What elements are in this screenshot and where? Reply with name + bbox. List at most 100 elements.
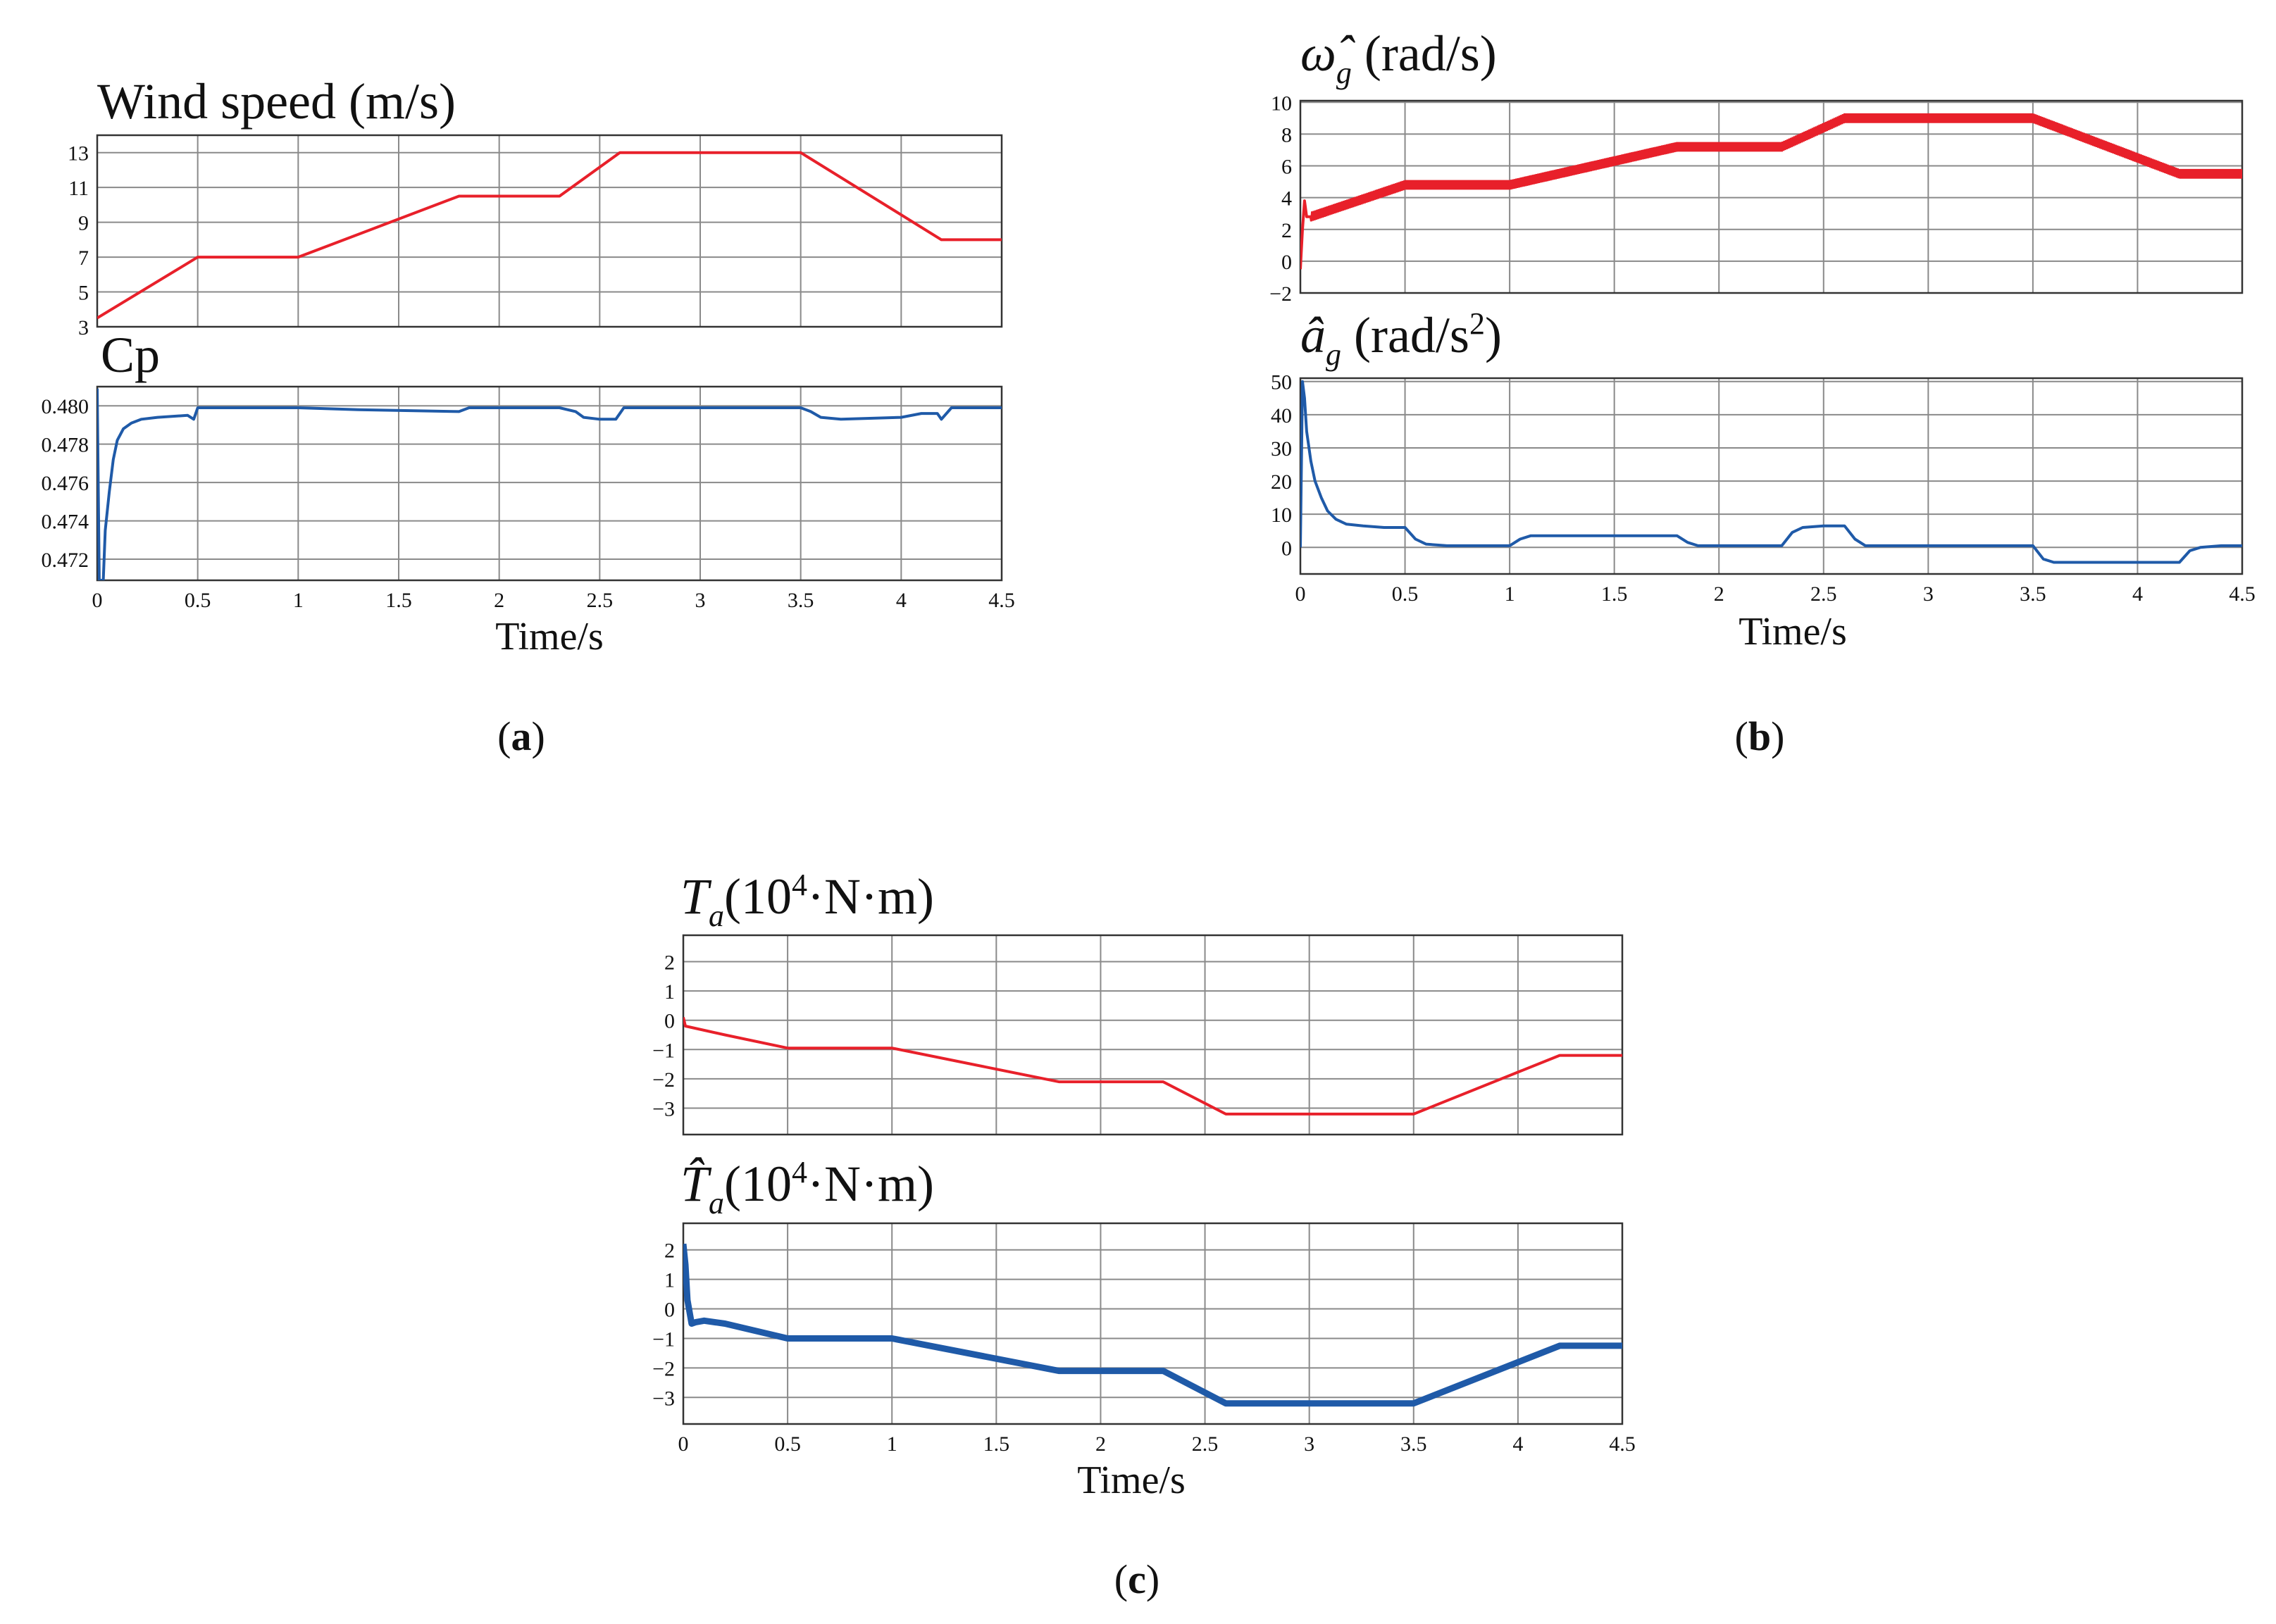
panel-a-xlabel: Time/s — [495, 615, 604, 658]
y-tick-label: −3 — [652, 1098, 675, 1121]
y-tick-label: 0 — [664, 1299, 675, 1322]
title-symbol: T̂ — [680, 1156, 712, 1212]
y-tick-label: 9 — [78, 212, 89, 235]
y-tick-label: −1 — [652, 1328, 675, 1351]
plot-frame — [682, 1222, 1624, 1425]
y-tick-label: 0.474 — [42, 511, 89, 534]
series-line-wind — [97, 151, 1002, 320]
y-tick-label: 5 — [78, 282, 89, 305]
x-tick-label: 0.5 — [185, 589, 211, 612]
plot-title: Cp — [101, 327, 160, 383]
y-tick-label: 11 — [68, 177, 89, 200]
title-superscript: 4 — [792, 1155, 807, 1189]
y-tick-label: 0.480 — [42, 395, 89, 418]
y-tick-label: −2 — [652, 1357, 675, 1380]
x-tick-label: 0.5 — [1392, 582, 1419, 606]
title-unit: (10 — [724, 868, 792, 925]
x-tick-label: 1 — [1505, 582, 1515, 606]
plot-frame — [96, 134, 1003, 328]
y-tick-label: 2 — [1281, 219, 1292, 242]
x-tick-label: 4.5 — [988, 589, 1015, 612]
y-tick-label: −2 — [1269, 282, 1292, 306]
y-tick-label: 0.478 — [42, 434, 89, 457]
x-tick-label: 4.5 — [1609, 1432, 1636, 1456]
y-tick-label: 13 — [68, 142, 89, 165]
y-tick-label: 50 — [1271, 371, 1292, 394]
panel-a-caption: (a) — [497, 713, 545, 759]
y-tick-label: 10 — [1271, 504, 1292, 527]
plot-title: âg (rad/s2) — [1300, 306, 1502, 372]
x-tick-label: 0.5 — [774, 1432, 801, 1456]
x-tick-label: 4 — [1512, 1432, 1523, 1456]
y-tick-label: 1 — [664, 1269, 675, 1292]
x-tick-label: 1 — [887, 1432, 897, 1456]
x-tick-label: 4 — [896, 589, 907, 612]
series-line-accel — [1300, 380, 2242, 564]
x-tick-label: 3 — [1304, 1432, 1314, 1456]
x-tick-label: 0 — [92, 589, 103, 612]
title-close: ·N·m) — [807, 1156, 934, 1212]
panel-b-letter: b — [1748, 713, 1771, 759]
x-tick-label: 4.5 — [2229, 582, 2256, 606]
plot-title: Wind speed (m/s) — [97, 73, 456, 130]
x-tick-label: 1.5 — [983, 1432, 1010, 1456]
y-tick-label: 0.472 — [42, 549, 89, 572]
x-tick-label: 3 — [1923, 582, 1934, 606]
title-subscript: g — [1326, 337, 1341, 372]
x-tick-label: 4 — [2132, 582, 2143, 606]
y-tick-label: 0 — [1281, 251, 1292, 274]
title-symbol: â — [1300, 307, 1326, 363]
x-tick-label: 2.5 — [1192, 1432, 1219, 1456]
panel-b-xlabel: Time/s — [1739, 610, 1847, 654]
y-tick-label: 6 — [1281, 156, 1292, 179]
y-tick-label: −1 — [652, 1039, 675, 1062]
series-line-omega — [1300, 113, 2242, 270]
title-unit: (10 — [724, 1156, 792, 1212]
plot-frame — [1299, 99, 2244, 294]
x-tick-label: 2 — [494, 589, 504, 612]
wind-speed-plot: 3 5 7 9 11 13 Wind speed (m/s) — [68, 73, 1003, 339]
plot-frame — [682, 934, 1624, 1136]
panel-b-caption: (b) — [1735, 713, 1785, 759]
title-unit: (rad/s — [1341, 307, 1469, 363]
y-tick-label: −2 — [652, 1068, 675, 1092]
x-tick-label: 2 — [1095, 1432, 1106, 1456]
title-subscript: a — [709, 899, 724, 933]
x-tick-label: 0 — [678, 1432, 689, 1456]
x-tick-label: 0 — [1295, 582, 1306, 606]
panel-c-letter: c — [1128, 1556, 1146, 1602]
x-tick-label: 3.5 — [1400, 1432, 1427, 1456]
title-superscript: 2 — [1469, 306, 1485, 341]
y-tick-label: 0.476 — [42, 472, 89, 495]
plot-title: ω̂g (rad/s) — [1300, 25, 1497, 90]
y-tick-label: 0 — [1281, 537, 1292, 560]
title-subscript: a — [709, 1186, 724, 1220]
x-tick-label: 1.5 — [1601, 582, 1628, 606]
title-subscript: g — [1336, 56, 1352, 90]
x-tick-label: 3 — [695, 589, 706, 612]
y-tick-label: 1 — [664, 980, 675, 1004]
cp-plot: 0.472 0.474 0.476 0.478 0.480 0 0.5 1 1.5 2 2.5 3 3.… — [42, 327, 1015, 612]
title-unit: (rad/s) — [1352, 25, 1497, 82]
y-tick-label: 2 — [664, 951, 675, 974]
y-tick-label: 40 — [1271, 404, 1292, 427]
panel-c-xlabel: Time/s — [1077, 1459, 1186, 1502]
x-tick-label: 1 — [293, 589, 304, 612]
title-superscript: 4 — [792, 868, 807, 902]
y-tick-label: −3 — [652, 1387, 675, 1410]
y-tick-label: 0 — [664, 1010, 675, 1033]
title-symbol: T — [680, 868, 712, 925]
series-line-torque_est — [683, 1243, 1622, 1407]
title-close: ·N·m) — [807, 868, 934, 925]
x-tick-label: 3.5 — [788, 589, 814, 612]
y-tick-label: 20 — [1271, 470, 1292, 494]
y-tick-label: 2 — [664, 1239, 675, 1263]
series-line-torque — [683, 1017, 1622, 1116]
plot-title: Ta(104·N·m) — [680, 868, 934, 933]
panel-c-caption: (c) — [1114, 1556, 1159, 1602]
